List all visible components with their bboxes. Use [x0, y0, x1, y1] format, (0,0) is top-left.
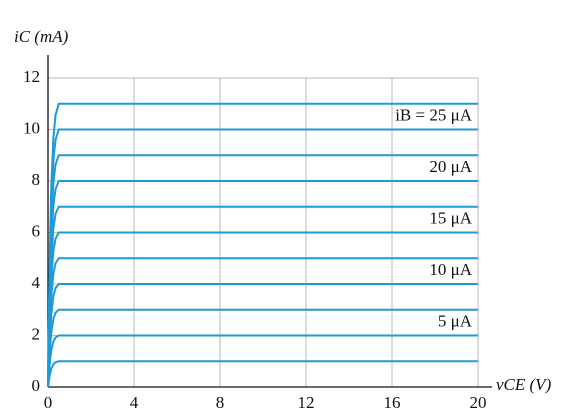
curve [47, 257, 478, 388]
y-tick-label: 0 [32, 376, 41, 395]
curve [47, 360, 478, 388]
curve [47, 102, 478, 388]
curve-label: 20 μA [429, 157, 472, 176]
y-tick-label: 4 [32, 273, 41, 292]
y-tick-label: 8 [32, 170, 41, 189]
x-tick-label: 0 [44, 393, 53, 412]
curve-label: 15 μA [429, 208, 472, 227]
curve-label: 10 μA [429, 260, 472, 279]
curve-label: iB = 25 μA [395, 105, 473, 124]
y-axis-label: iC (mA) [14, 27, 69, 46]
curve [47, 154, 478, 388]
x-tick-label: 4 [130, 393, 139, 412]
x-tick-label: 12 [298, 393, 315, 412]
x-axis-label: vCE (V) [496, 375, 552, 394]
curve [47, 308, 478, 388]
y-tick-label: 2 [32, 324, 41, 343]
y-tick-label: 12 [23, 67, 40, 86]
curve [47, 205, 478, 388]
x-tick-label: 16 [384, 393, 401, 412]
curve-label: 5 μA [438, 311, 473, 330]
x-tick-label: 20 [470, 393, 487, 412]
x-tick-label: 8 [216, 393, 225, 412]
y-tick-label: 10 [23, 118, 40, 137]
y-tick-label: 6 [32, 221, 41, 240]
